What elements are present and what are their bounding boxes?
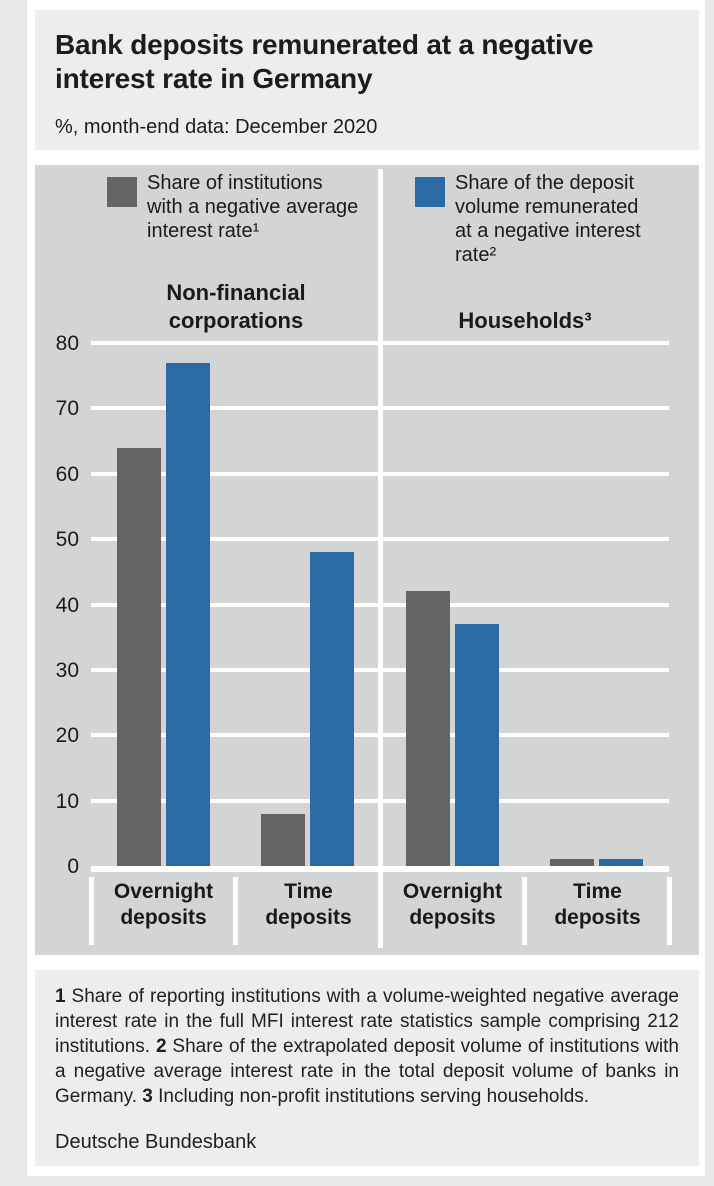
x-axis-label: Overnight deposits bbox=[113, 880, 214, 929]
legend-label-2: Share of the deposit volume remunerated … bbox=[455, 172, 641, 266]
x-axis-separator bbox=[89, 877, 94, 945]
title-panel: Bank deposits remunerated at a negative … bbox=[35, 10, 699, 150]
bar-series1-cat3 bbox=[406, 591, 450, 866]
group-title-1: Non-financial corporations bbox=[166, 280, 306, 333]
group-title-2: Households³ bbox=[458, 308, 592, 333]
bar-series2-cat2 bbox=[310, 552, 354, 866]
y-tick-label: 0 bbox=[67, 855, 79, 878]
x-axis-baseline bbox=[91, 866, 669, 872]
x-axis-label: Time deposits bbox=[554, 880, 641, 929]
gridline bbox=[91, 341, 669, 345]
x-axis-separator bbox=[378, 877, 383, 945]
gridline bbox=[91, 668, 669, 672]
chart-subtitle: %, month-end data: December 2020 bbox=[55, 116, 378, 138]
x-axis-separator bbox=[522, 877, 527, 945]
footnote-marker: 2 bbox=[155, 1036, 167, 1057]
page: Bank deposits remunerated at a negative … bbox=[27, 0, 705, 1176]
group-divider-line bbox=[378, 169, 383, 948]
y-tick-label: 50 bbox=[55, 528, 79, 551]
y-tick-label: 80 bbox=[55, 332, 79, 355]
bar-series2-cat1 bbox=[166, 363, 210, 866]
x-axis-label: Overnight deposits bbox=[402, 880, 503, 929]
legend-label-1: Share of institutions with a negative av… bbox=[147, 172, 359, 242]
y-tick-label: 60 bbox=[55, 463, 79, 486]
gridline bbox=[91, 537, 669, 541]
gridline bbox=[91, 733, 669, 737]
y-tick-label: 70 bbox=[55, 397, 79, 420]
gridline bbox=[91, 472, 669, 476]
footnote-text: 1 Share of reporting institutions with a… bbox=[55, 986, 680, 1107]
y-tick-label: 30 bbox=[55, 659, 79, 682]
chart-panel: 0 10 20 30 40 50 60 70 80 Overnight deposits Time … bbox=[35, 165, 699, 955]
gridline bbox=[91, 406, 669, 410]
y-tick-label: 40 bbox=[55, 594, 79, 617]
footnote-marker: 1 bbox=[55, 986, 66, 1007]
y-tick-label: 20 bbox=[55, 724, 79, 747]
bar-series2-cat3 bbox=[455, 624, 499, 866]
x-axis-separator bbox=[667, 877, 672, 945]
legend-swatch-2 bbox=[415, 177, 445, 207]
bar-series1-cat1 bbox=[117, 448, 161, 866]
legend-swatch-1 bbox=[107, 177, 137, 207]
gridline bbox=[91, 799, 669, 803]
x-axis-separator bbox=[233, 877, 238, 945]
bar-series2-cat4 bbox=[599, 859, 643, 866]
x-axis-label: Time deposits bbox=[265, 880, 352, 929]
footnote-panel: 1 Share of reporting institutions with a… bbox=[35, 970, 699, 1166]
bar-series1-cat4 bbox=[550, 859, 594, 866]
gridline bbox=[91, 603, 669, 607]
footnote-marker: 3 bbox=[142, 1086, 153, 1107]
page-title: Bank deposits remunerated at a negative … bbox=[55, 29, 594, 94]
y-tick-label: 10 bbox=[55, 790, 79, 813]
bar-series1-cat2 bbox=[261, 814, 305, 866]
source-label: Deutsche Bundesbank bbox=[55, 1131, 257, 1153]
